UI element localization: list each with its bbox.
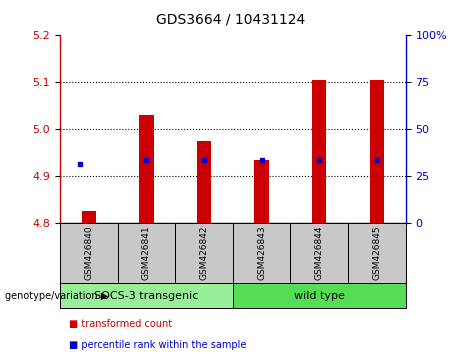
Text: GSM426842: GSM426842: [200, 226, 208, 280]
Bar: [254, 160, 269, 223]
Bar: [312, 80, 326, 223]
Bar: [370, 80, 384, 223]
Text: wild type: wild type: [294, 291, 345, 301]
Bar: [82, 211, 96, 223]
Text: GSM426843: GSM426843: [257, 226, 266, 280]
Text: ■ transformed count: ■ transformed count: [69, 319, 172, 329]
Text: GSM426845: GSM426845: [372, 226, 381, 280]
Text: GSM426840: GSM426840: [84, 226, 93, 280]
Text: GSM426841: GSM426841: [142, 226, 151, 280]
Text: SOCS-3 transgenic: SOCS-3 transgenic: [94, 291, 199, 301]
Text: genotype/variation ▶: genotype/variation ▶: [5, 291, 108, 301]
Bar: [139, 115, 154, 223]
Text: ■ percentile rank within the sample: ■ percentile rank within the sample: [69, 340, 247, 350]
Text: GSM426844: GSM426844: [315, 226, 324, 280]
Text: GDS3664 / 10431124: GDS3664 / 10431124: [156, 12, 305, 27]
Bar: [197, 141, 211, 223]
